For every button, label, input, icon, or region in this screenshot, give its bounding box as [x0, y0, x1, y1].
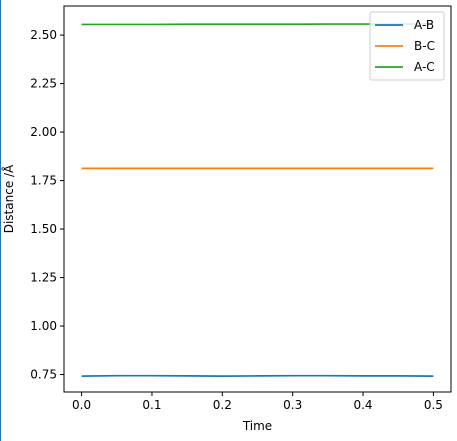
y-tick-label: 2.00	[30, 125, 57, 139]
legend-label-a-c: A-C	[414, 60, 435, 74]
x-tick-label: 0.0	[72, 398, 91, 412]
legend-box	[369, 11, 445, 81]
y-tick-label: 1.75	[30, 174, 57, 188]
y-tick-label: 1.25	[30, 271, 57, 285]
x-tick-label: 0.2	[213, 398, 232, 412]
x-tick-label: 0.4	[353, 398, 372, 412]
y-tick-label: 2.50	[30, 28, 57, 42]
legend-label-b-c: B-C	[414, 39, 435, 53]
x-axis-label: Time	[242, 419, 272, 433]
legend-label-a-b: A-B	[414, 18, 434, 32]
x-tick-label: 0.5	[424, 398, 443, 412]
y-tick-label: 2.25	[30, 77, 57, 91]
plot-frame	[63, 5, 452, 393]
y-axis-label: Distance /Å	[1, 164, 16, 233]
legend: A-B B-C A-C	[369, 11, 445, 81]
x-axis-ticks: 0.0 0.1 0.2 0.3 0.4 0.5	[72, 392, 443, 412]
y-tick-label: 1.00	[30, 319, 57, 333]
x-tick-label: 0.1	[142, 398, 161, 412]
x-tick-label: 0.3	[283, 398, 302, 412]
y-tick-label: 1.50	[30, 222, 57, 236]
y-axis-ticks: 0.75 1.00 1.25 1.50 1.75 2.00 2.25 2.50	[30, 28, 64, 382]
y-tick-label: 0.75	[30, 368, 57, 382]
